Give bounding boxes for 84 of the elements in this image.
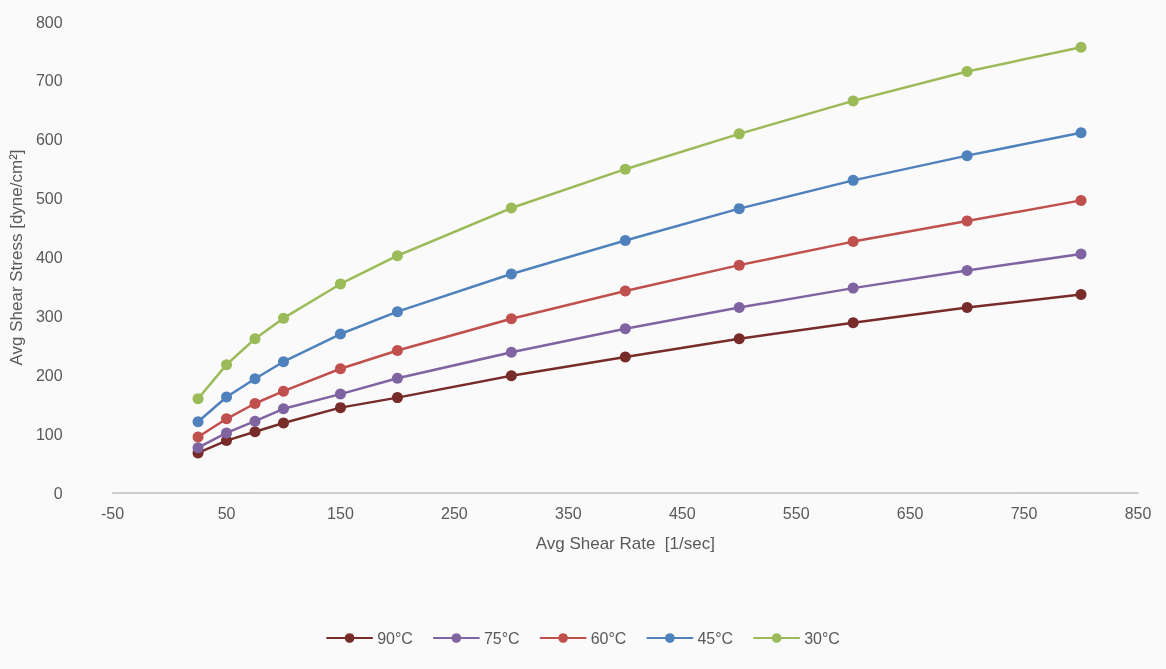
- y-tick-label: 100: [35, 425, 63, 443]
- x-tick-label: 850: [1124, 504, 1152, 522]
- point: [391, 345, 403, 357]
- legend-label: 90°C: [377, 629, 413, 647]
- point: [334, 402, 346, 414]
- point: [391, 250, 403, 262]
- point: [192, 442, 204, 454]
- point: [847, 174, 859, 186]
- point: [505, 268, 517, 280]
- point: [278, 356, 289, 368]
- point: [391, 392, 403, 404]
- point: [619, 323, 631, 335]
- point: [733, 128, 745, 140]
- legend-label: 45°C: [697, 629, 734, 647]
- y-axis-title: Avg Shear Stress [dyne/cm²]: [7, 149, 26, 366]
- point: [391, 306, 403, 318]
- x-tick-label: -50: [101, 504, 125, 522]
- point: [961, 264, 973, 276]
- point: [961, 150, 973, 162]
- point: [733, 259, 745, 271]
- point: [334, 278, 346, 290]
- point: [1075, 41, 1087, 53]
- point: [334, 328, 346, 340]
- x-tick-label: 250: [441, 504, 468, 522]
- point: [619, 285, 631, 297]
- y-tick-label: 700: [35, 72, 63, 90]
- y-tick-label: 300: [35, 307, 63, 325]
- x-tick-label: 550: [782, 504, 810, 522]
- x-tick-label: 50: [217, 504, 236, 522]
- point: [334, 363, 346, 375]
- point: [221, 391, 233, 403]
- point: [733, 302, 745, 314]
- point: [847, 282, 859, 294]
- legend-label: 60°C: [590, 629, 627, 647]
- x-tick-label: 650: [896, 504, 924, 522]
- legend-label: 30°C: [804, 629, 840, 647]
- point: [961, 302, 973, 314]
- y-tick-label: 0: [53, 484, 63, 502]
- point: [961, 215, 973, 227]
- point: [505, 346, 517, 358]
- point: [192, 416, 204, 428]
- legend-label: 75°C: [483, 629, 520, 647]
- point: [961, 65, 973, 77]
- point: [505, 370, 517, 382]
- point: [847, 317, 859, 329]
- point: [249, 415, 261, 427]
- point: [619, 234, 631, 246]
- point: [733, 333, 745, 345]
- x-tick-label: 450: [668, 504, 696, 522]
- point: [249, 333, 261, 345]
- x-tick-label: 350: [554, 504, 582, 522]
- point: [505, 202, 517, 214]
- point: [1075, 289, 1087, 301]
- point: [1075, 127, 1087, 139]
- point: [192, 431, 204, 443]
- y-tick-label: 200: [35, 366, 63, 384]
- x-tick-label: 150: [327, 504, 354, 522]
- point: [1075, 248, 1087, 260]
- point: [278, 312, 289, 324]
- point: [221, 427, 233, 439]
- point: [334, 388, 346, 400]
- point: [505, 313, 517, 325]
- point: [278, 385, 289, 397]
- point: [391, 372, 403, 384]
- y-tick-label: 500: [35, 190, 63, 208]
- point: [249, 426, 261, 438]
- y-tick-label: 600: [35, 131, 63, 149]
- x-tick-label: 750: [1010, 504, 1038, 522]
- x-axis-title: Avg Shear Rate [1/sec]: [535, 534, 715, 553]
- point: [619, 351, 631, 363]
- y-tick-label: 800: [35, 13, 63, 31]
- point: [619, 163, 631, 175]
- point: [249, 398, 261, 410]
- point: [278, 403, 289, 415]
- point: [1075, 194, 1087, 206]
- point: [278, 417, 289, 429]
- point: [847, 236, 859, 248]
- point: [192, 393, 204, 405]
- y-tick-label: 400: [35, 249, 63, 266]
- point: [847, 95, 859, 107]
- point: [733, 203, 745, 215]
- point: [221, 413, 233, 425]
- point: [221, 359, 233, 371]
- point: [249, 373, 261, 385]
